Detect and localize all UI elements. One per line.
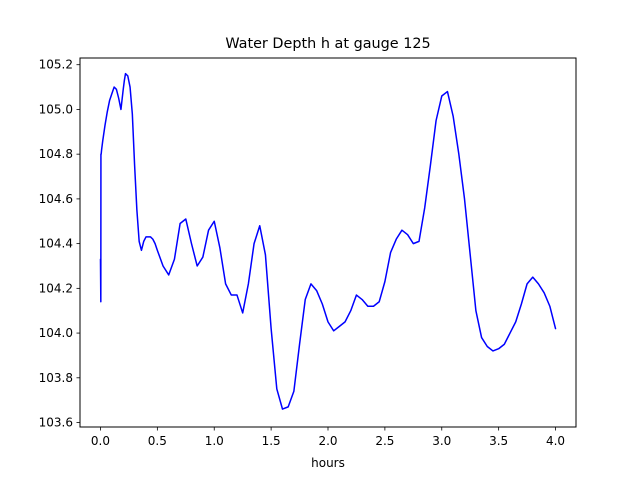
x-tick-label: 3.0 (432, 434, 451, 448)
x-tick-label: 0.0 (91, 434, 110, 448)
x-tick-label: 0.5 (148, 434, 167, 448)
x-tick-label: 3.5 (489, 434, 508, 448)
y-tick-label: 104.2 (39, 281, 73, 295)
x-tick-label: 1.5 (262, 434, 281, 448)
x-axis-label: hours (311, 456, 345, 470)
x-tick-label: 1.0 (205, 434, 224, 448)
x-tick-label: 4.0 (546, 434, 565, 448)
x-axis: 0.0 0.5 1.0 1.5 2.0 2.5 3.0 3.5 4.0 (91, 427, 565, 448)
y-tick-label: 104.0 (39, 326, 73, 340)
y-axis: 103.6 103.8 104.0 104.2 104.4 104.6 104.8 105.0… (39, 58, 80, 430)
x-tick-label: 2.0 (318, 434, 337, 448)
y-tick-label: 105.2 (39, 58, 73, 72)
series-line-water-depth (99, 72, 557, 410)
y-tick-label: 103.6 (39, 416, 73, 430)
y-tick-label: 104.4 (39, 237, 73, 251)
y-tick-label: 104.6 (39, 192, 73, 206)
y-tick-label: 105.0 (39, 102, 73, 116)
y-tick-label: 104.8 (39, 147, 73, 161)
x-tick-label: 2.5 (375, 434, 394, 448)
y-tick-label: 103.8 (39, 371, 73, 385)
chart-title: Water Depth h at gauge 125 (225, 36, 430, 52)
